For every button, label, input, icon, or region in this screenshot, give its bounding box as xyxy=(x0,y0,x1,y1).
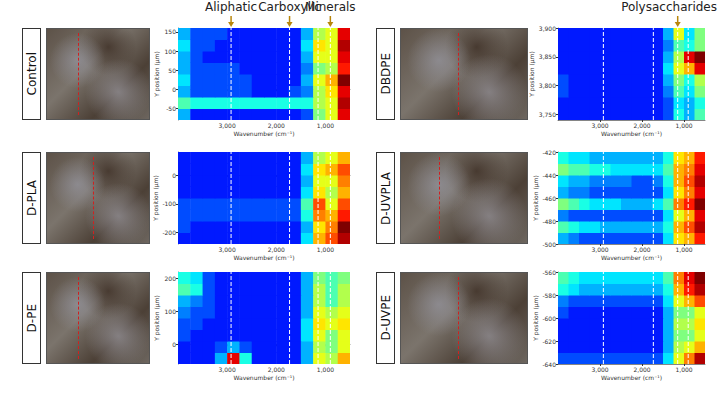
svg-text:-420: -420 xyxy=(542,149,556,156)
svg-text:-580: -580 xyxy=(542,292,556,299)
svg-text:Y position (µm): Y position (µm) xyxy=(532,175,540,222)
html-text:D-PLA: D-PLA xyxy=(24,180,39,216)
svg-text:1,000: 1,000 xyxy=(675,366,692,373)
svg-text:-500: -500 xyxy=(542,241,556,248)
svg-text:3,850: 3,850 xyxy=(539,53,556,60)
svg-text:1,000: 1,000 xyxy=(675,122,692,129)
svg-text:-50: -50 xyxy=(166,105,176,112)
svg-text:-600: -600 xyxy=(542,315,556,322)
svg-text:50: 50 xyxy=(168,67,176,74)
svg-text:Y position (µm): Y position (µm) xyxy=(152,175,160,222)
svg-text:-560: -560 xyxy=(542,269,556,276)
svg-text:Wavenumber (cm⁻¹): Wavenumber (cm⁻¹) xyxy=(601,374,662,381)
svg-text:Wavenumber (cm⁻¹): Wavenumber (cm⁻¹) xyxy=(233,130,294,137)
svg-text:2,000: 2,000 xyxy=(268,366,285,373)
svg-text:Y position (µm): Y position (µm) xyxy=(153,51,161,98)
svg-text:3,000: 3,000 xyxy=(591,122,608,129)
svg-text:Y position (µm): Y position (µm) xyxy=(532,295,540,342)
svg-text:100: 100 xyxy=(165,308,177,315)
svg-text:3,000: 3,000 xyxy=(591,366,608,373)
svg-text:3,750: 3,750 xyxy=(539,111,556,118)
svg-text:3,000: 3,000 xyxy=(219,246,236,253)
svg-text:1,000: 1,000 xyxy=(317,246,334,253)
svg-text:Minerals: Minerals xyxy=(305,0,356,14)
svg-text:2,000: 2,000 xyxy=(633,246,650,253)
svg-text:0: 0 xyxy=(172,86,176,93)
svg-text:3,900: 3,900 xyxy=(539,25,556,32)
svg-text:Wavenumber (cm⁻¹): Wavenumber (cm⁻¹) xyxy=(601,130,662,137)
html-text:DBDPE: DBDPE xyxy=(378,53,393,95)
svg-text:-480: -480 xyxy=(542,218,556,225)
svg-text:-640: -640 xyxy=(542,361,556,368)
svg-text:-200: -200 xyxy=(162,229,176,236)
svg-text:3,000: 3,000 xyxy=(591,246,608,253)
svg-text:Wavenumber (cm⁻¹): Wavenumber (cm⁻¹) xyxy=(233,374,294,381)
svg-text:Y position (µm): Y position (µm) xyxy=(153,295,161,342)
svg-text:0: 0 xyxy=(172,172,176,179)
svg-text:2,000: 2,000 xyxy=(268,122,285,129)
svg-text:3,000: 3,000 xyxy=(219,122,236,129)
svg-text:2,000: 2,000 xyxy=(268,246,285,253)
svg-text:2,000: 2,000 xyxy=(633,122,650,129)
svg-text:2,000: 2,000 xyxy=(633,366,650,373)
svg-text:3,800: 3,800 xyxy=(539,82,556,89)
svg-text:Y position (µm): Y position (µm) xyxy=(528,51,536,98)
html-text:D-UVPE: D-UVPE xyxy=(378,295,393,341)
svg-text:Aliphatic: Aliphatic xyxy=(205,0,257,14)
svg-text:1,000: 1,000 xyxy=(317,366,334,373)
svg-text:200: 200 xyxy=(165,275,177,282)
svg-text:0: 0 xyxy=(172,341,176,348)
svg-text:-460: -460 xyxy=(542,195,556,202)
svg-text:Wavenumber (cm⁻¹): Wavenumber (cm⁻¹) xyxy=(233,254,294,261)
svg-text:Polysaccharides: Polysaccharides xyxy=(621,0,717,14)
svg-text:-620: -620 xyxy=(542,338,556,345)
svg-text:100: 100 xyxy=(165,48,177,55)
svg-text:1,000: 1,000 xyxy=(675,246,692,253)
html-text:D-PE: D-PE xyxy=(24,303,39,333)
svg-text:-440: -440 xyxy=(542,172,556,179)
html-text:D-UVPLA: D-UVPLA xyxy=(378,171,393,225)
html-text:Control: Control xyxy=(24,52,39,96)
svg-text:1,000: 1,000 xyxy=(317,122,334,129)
svg-text:-100: -100 xyxy=(162,200,176,207)
svg-text:150: 150 xyxy=(165,28,177,35)
svg-text:Wavenumber (cm⁻¹): Wavenumber (cm⁻¹) xyxy=(601,254,662,261)
svg-text:3,000: 3,000 xyxy=(219,366,236,373)
svg-text:Carboxylic: Carboxylic xyxy=(258,0,321,14)
